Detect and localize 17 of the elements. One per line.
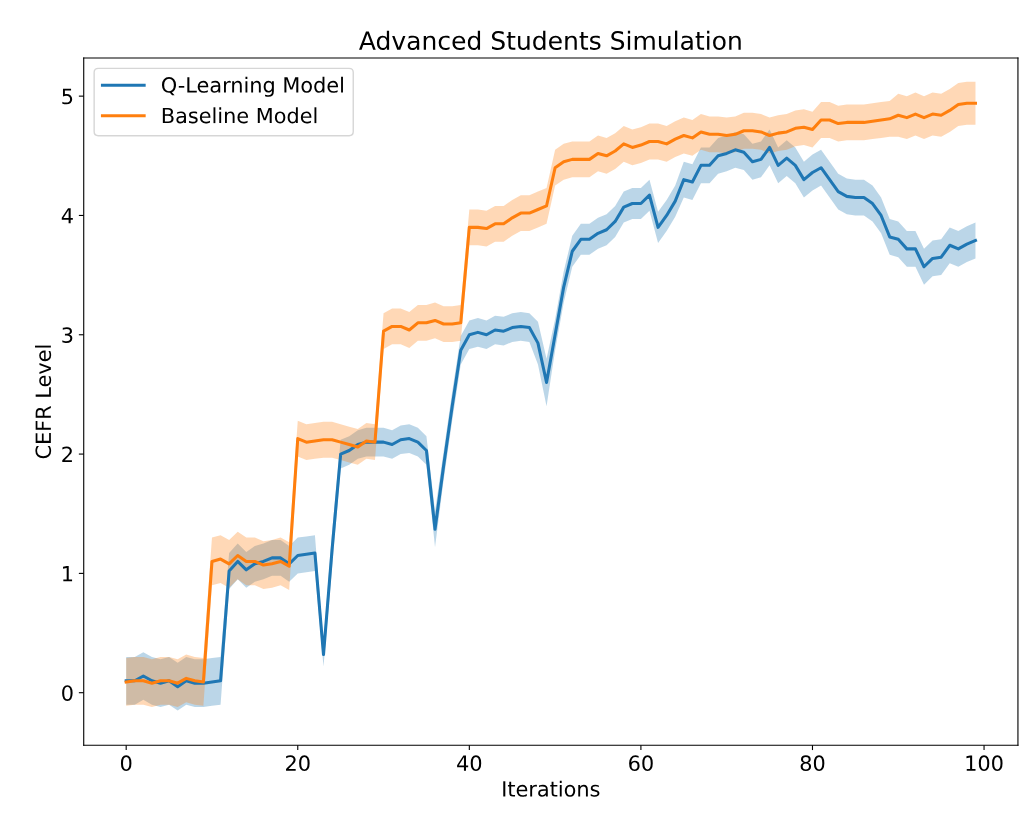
y-tick-label: 1 xyxy=(63,566,73,582)
x-tick-label: 80 xyxy=(800,755,825,772)
legend-label: Baseline Model xyxy=(162,107,317,124)
y-tick-label: 2 xyxy=(62,446,72,462)
y-tick-label: 4 xyxy=(61,208,73,224)
x-tick-label: 40 xyxy=(457,755,482,772)
y-tick-label: 0 xyxy=(62,685,73,701)
x-tick-label: 20 xyxy=(286,755,310,772)
x-tick-label: 0 xyxy=(120,755,132,772)
x-tick-label: 100 xyxy=(966,755,1003,772)
y-tick-label: 3 xyxy=(62,327,73,343)
y-axis-title: CEFR Level xyxy=(35,345,52,459)
x-axis-title: Iterations xyxy=(503,780,600,797)
legend-label: Q-Learning Model xyxy=(161,76,343,97)
y-tick-label: 5 xyxy=(62,88,73,105)
chart-title: Advanced Students Simulation xyxy=(359,30,741,50)
x-tick-label: 60 xyxy=(629,755,653,772)
